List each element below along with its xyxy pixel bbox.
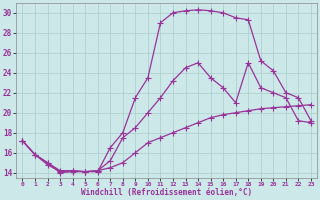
X-axis label: Windchill (Refroidissement éolien,°C): Windchill (Refroidissement éolien,°C): [81, 188, 252, 197]
